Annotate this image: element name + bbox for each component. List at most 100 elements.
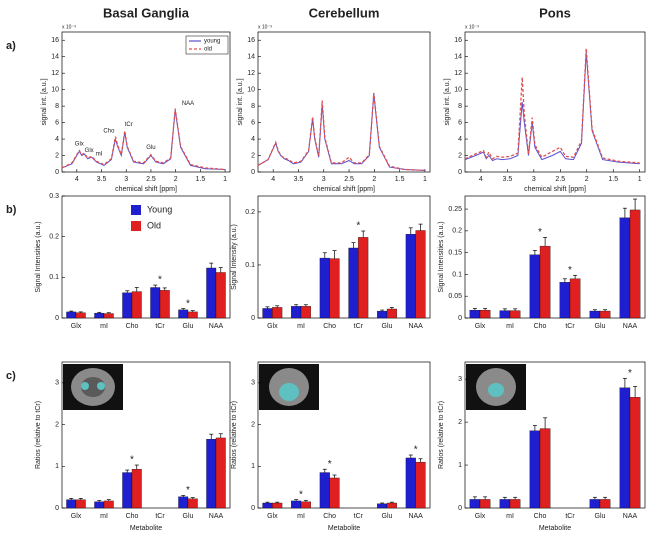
brain-slice bbox=[81, 377, 105, 397]
y-tick-label: 0 bbox=[251, 315, 255, 322]
x-tick-label: 4 bbox=[75, 176, 79, 183]
x-tick-label: Cho bbox=[323, 323, 336, 330]
bar bbox=[178, 496, 189, 509]
x-tick-label: Glx bbox=[71, 513, 82, 520]
x-tick-label: tCr bbox=[354, 323, 364, 330]
y-tick-label: 0.1 bbox=[245, 262, 255, 269]
error-bar bbox=[69, 498, 74, 500]
plot-frame bbox=[61, 361, 231, 509]
y-tick-label: 0 bbox=[251, 505, 255, 512]
x-tick-label: Glu bbox=[183, 323, 194, 330]
bar bbox=[329, 477, 340, 509]
error-bar bbox=[472, 308, 477, 311]
bar bbox=[509, 499, 521, 509]
x-axis-label: chemical shift [ppm] bbox=[313, 186, 375, 193]
peak-label: Glx bbox=[85, 148, 94, 154]
bar bbox=[300, 306, 311, 319]
bar bbox=[415, 461, 426, 509]
bar bbox=[348, 247, 359, 319]
error-bar bbox=[181, 308, 186, 310]
panel-label: b) bbox=[6, 204, 17, 216]
bar bbox=[122, 292, 133, 319]
y-tick-label: 4 bbox=[55, 136, 59, 143]
y-tick-label: 0 bbox=[55, 505, 59, 512]
error-bar bbox=[322, 468, 327, 473]
bar bbox=[206, 439, 217, 509]
y-tick-label: 0 bbox=[55, 169, 59, 176]
legend-label: Young bbox=[147, 204, 172, 214]
bar bbox=[509, 310, 521, 319]
x-tick-label: 3 bbox=[124, 176, 128, 183]
x-tick-label: Glx bbox=[267, 323, 278, 330]
x-tick-label: tCr bbox=[155, 323, 165, 330]
bar bbox=[131, 469, 142, 509]
voxel bbox=[97, 382, 105, 390]
x-tick-label: 4 bbox=[479, 176, 483, 183]
error-bar bbox=[153, 284, 158, 288]
error-bar bbox=[389, 501, 394, 503]
bar bbox=[629, 397, 641, 509]
error-bar bbox=[275, 501, 280, 503]
x-tick-label: Cho bbox=[126, 513, 139, 520]
x-tick-label: 3.5 bbox=[294, 176, 304, 183]
y-tick-label: 0 bbox=[458, 315, 462, 322]
x-tick-label: NAA bbox=[408, 513, 423, 520]
y-tick-label: 10 bbox=[247, 86, 255, 93]
significance-marker: * bbox=[158, 275, 162, 286]
y-tick-label: 0.15 bbox=[448, 249, 462, 256]
y-multiplier: x 10⁻³ bbox=[465, 24, 479, 30]
bar bbox=[479, 310, 491, 319]
peak-label: NAA bbox=[182, 101, 194, 107]
peak-label: Glx bbox=[75, 142, 84, 148]
error-bar bbox=[181, 495, 186, 497]
error-bar bbox=[389, 307, 394, 309]
x-axis-label: Metabolite bbox=[328, 525, 360, 532]
bar bbox=[386, 502, 397, 509]
y-tick-label: 2 bbox=[251, 152, 255, 159]
plot-frame bbox=[464, 31, 646, 173]
peak-label: Glu bbox=[146, 145, 155, 151]
y-tick-label: 0 bbox=[251, 169, 255, 176]
x-axis-label: chemical shift [ppm] bbox=[115, 186, 177, 193]
bar bbox=[469, 499, 481, 509]
bar bbox=[103, 500, 114, 509]
error-bar bbox=[69, 310, 74, 312]
significance-marker: * bbox=[628, 368, 632, 379]
legend-swatch bbox=[131, 221, 141, 231]
y-axis-label: Ratios (relative to tCr) bbox=[231, 401, 238, 469]
bar bbox=[329, 258, 340, 319]
error-bar bbox=[603, 496, 608, 500]
bar bbox=[178, 309, 189, 319]
error-bar bbox=[532, 250, 537, 255]
x-tick-label: 1.5 bbox=[195, 176, 205, 183]
y-tick-label: 1 bbox=[55, 463, 59, 470]
y-tick-label: 14 bbox=[454, 54, 462, 61]
x-tick-label: 2 bbox=[372, 176, 376, 183]
y-axis-label: Signal Intensity (a.u.) bbox=[231, 224, 238, 290]
bar bbox=[291, 500, 302, 509]
x-tick-label: 4 bbox=[271, 176, 275, 183]
x-tick-label: Glu bbox=[595, 323, 606, 330]
significance-marker: * bbox=[356, 221, 360, 232]
error-bar bbox=[380, 309, 385, 312]
error-bar bbox=[502, 496, 507, 500]
error-bar bbox=[190, 310, 195, 312]
bar bbox=[529, 254, 541, 319]
bar bbox=[94, 501, 105, 509]
bar bbox=[569, 278, 581, 319]
y-tick-label: 0 bbox=[55, 315, 59, 322]
y-tick-label: 0.1 bbox=[452, 271, 462, 278]
bar bbox=[415, 230, 426, 319]
y-tick-label: 0.2 bbox=[49, 234, 59, 241]
error-bar bbox=[483, 496, 488, 500]
x-tick-label: 3.5 bbox=[502, 176, 512, 183]
y-tick-label: 14 bbox=[247, 54, 255, 61]
significance-marker: * bbox=[130, 455, 134, 466]
error-bar bbox=[573, 274, 578, 279]
bar bbox=[215, 437, 226, 509]
x-tick-label: Glu bbox=[382, 323, 393, 330]
bar bbox=[187, 311, 198, 319]
x-tick-label: Cho bbox=[323, 513, 336, 520]
error-bar bbox=[633, 198, 638, 210]
